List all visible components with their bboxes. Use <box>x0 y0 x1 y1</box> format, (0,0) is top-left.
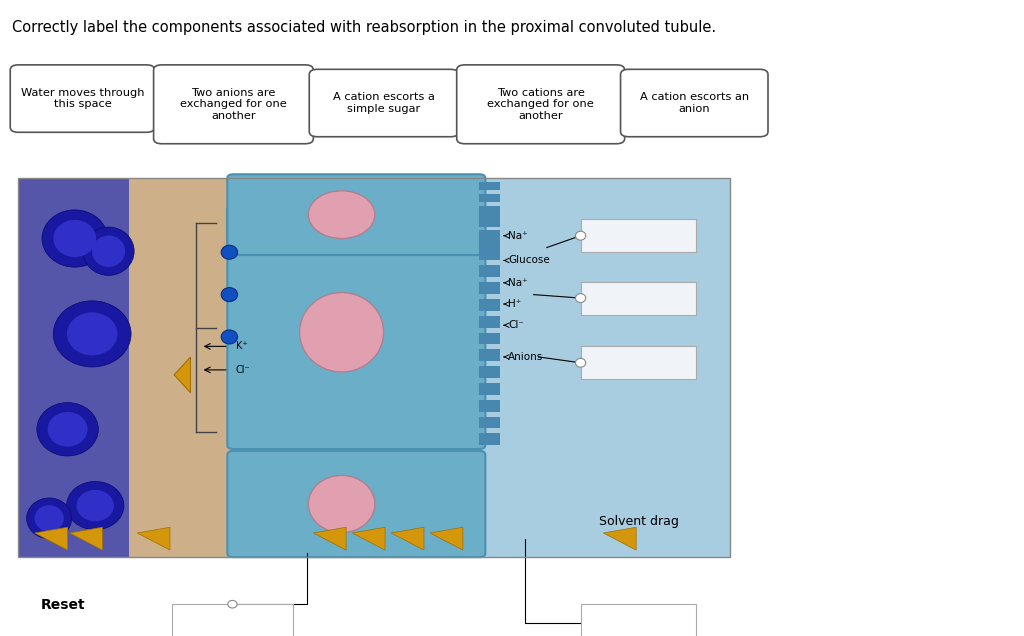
Polygon shape <box>70 527 102 550</box>
Ellipse shape <box>575 294 586 303</box>
Ellipse shape <box>227 600 237 608</box>
Bar <box>246 178 730 556</box>
Text: H⁺: H⁺ <box>508 299 521 309</box>
Bar <box>479 218 500 227</box>
Text: Cl⁻: Cl⁻ <box>508 320 524 330</box>
Text: Glucose: Glucose <box>508 256 550 265</box>
Text: A cation escorts a
simple sugar: A cation escorts a simple sugar <box>333 92 435 114</box>
Text: A cation escorts an
anion: A cation escorts an anion <box>640 92 749 114</box>
Ellipse shape <box>27 498 72 539</box>
Bar <box>479 249 500 260</box>
Text: K⁺: K⁺ <box>236 342 247 351</box>
Bar <box>581 282 696 315</box>
Text: Anions: Anions <box>508 352 543 362</box>
Ellipse shape <box>300 293 384 372</box>
FancyBboxPatch shape <box>309 69 459 137</box>
Bar <box>479 206 500 215</box>
FancyBboxPatch shape <box>10 65 155 132</box>
Bar <box>172 604 293 636</box>
Bar <box>479 265 500 277</box>
Ellipse shape <box>221 287 238 301</box>
Text: Na⁺: Na⁺ <box>508 278 527 288</box>
FancyBboxPatch shape <box>227 174 485 255</box>
Bar <box>581 219 696 252</box>
Bar <box>479 400 500 411</box>
Polygon shape <box>352 527 385 550</box>
Ellipse shape <box>53 301 131 367</box>
Bar <box>479 434 500 445</box>
Text: Two anions are
exchanged for one
another: Two anions are exchanged for one another <box>180 88 287 121</box>
Text: Water moves through
this space: Water moves through this space <box>20 88 144 109</box>
Polygon shape <box>430 527 463 550</box>
Ellipse shape <box>47 412 88 446</box>
Bar <box>479 366 500 378</box>
Bar <box>18 178 246 556</box>
Polygon shape <box>35 527 68 550</box>
Text: Na⁺: Na⁺ <box>508 231 527 241</box>
Bar <box>479 182 500 190</box>
Ellipse shape <box>67 481 124 530</box>
Text: Cl⁻: Cl⁻ <box>236 365 250 375</box>
FancyBboxPatch shape <box>154 65 313 144</box>
Ellipse shape <box>221 330 238 344</box>
Text: Two cations are
exchanged for one
another: Two cations are exchanged for one anothe… <box>487 88 594 121</box>
Ellipse shape <box>308 475 375 533</box>
Ellipse shape <box>575 232 586 240</box>
Text: Reset: Reset <box>41 598 86 612</box>
FancyBboxPatch shape <box>227 206 485 449</box>
Bar <box>479 232 500 244</box>
Ellipse shape <box>37 403 98 456</box>
Ellipse shape <box>308 191 375 238</box>
Ellipse shape <box>77 490 114 522</box>
Ellipse shape <box>67 312 118 356</box>
Bar <box>479 243 500 251</box>
Polygon shape <box>313 527 346 550</box>
Ellipse shape <box>35 505 63 532</box>
Bar <box>18 178 129 556</box>
Polygon shape <box>137 527 170 550</box>
Ellipse shape <box>92 235 125 267</box>
Polygon shape <box>174 357 190 392</box>
Bar <box>479 316 500 328</box>
Bar <box>479 194 500 202</box>
Bar <box>479 299 500 311</box>
Bar <box>581 604 696 636</box>
Bar <box>479 230 500 239</box>
Bar <box>479 349 500 361</box>
Bar <box>479 417 500 429</box>
Ellipse shape <box>42 210 108 267</box>
Bar <box>479 215 500 226</box>
Bar <box>581 346 696 379</box>
Polygon shape <box>603 527 636 550</box>
Ellipse shape <box>575 358 586 367</box>
Bar <box>479 383 500 395</box>
Ellipse shape <box>83 227 134 275</box>
FancyBboxPatch shape <box>457 65 625 144</box>
Bar <box>479 333 500 344</box>
Text: Correctly label the components associated with reabsorption in the proximal conv: Correctly label the components associate… <box>12 20 717 36</box>
Polygon shape <box>391 527 424 550</box>
Ellipse shape <box>221 245 238 259</box>
Text: Solvent drag: Solvent drag <box>598 515 679 528</box>
Bar <box>18 178 730 556</box>
Ellipse shape <box>53 220 96 257</box>
Bar <box>479 282 500 294</box>
FancyBboxPatch shape <box>621 69 768 137</box>
FancyBboxPatch shape <box>227 451 485 557</box>
